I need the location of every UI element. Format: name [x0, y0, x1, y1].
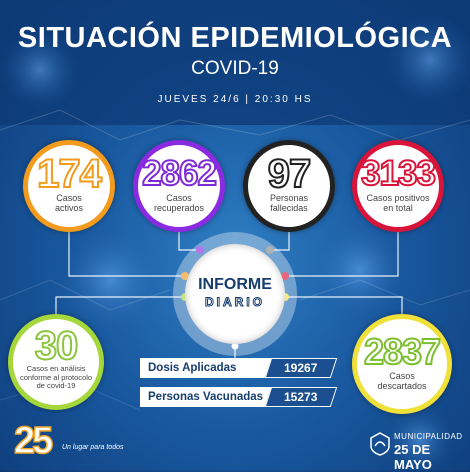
stat-label: recuperados: [153, 203, 205, 213]
stat-value: 97: [267, 152, 313, 196]
stat-label: descartados: [377, 381, 427, 391]
stat-value: 30: [34, 324, 80, 368]
doses-applied-value: 19267: [284, 361, 318, 375]
daily-report-hub: INFORME DIARIO: [185, 244, 285, 344]
hub-subtitle: DIARIO: [205, 295, 265, 310]
stat-label: conforme al protocolo: [19, 372, 93, 382]
stat-value: 3133: [360, 154, 437, 194]
stat-label: fallecidas: [270, 203, 308, 213]
slogan: Un lugar para todos: [62, 444, 124, 451]
stat-value: 2837: [363, 331, 442, 372]
stat-total-positive: 3133 Casos positivos en total: [352, 140, 444, 232]
logo-25: 25: [13, 419, 54, 463]
stat-recovered-cases: 2862 Casos recuperados: [133, 140, 225, 232]
stat-label: de covid-19: [36, 381, 76, 390]
stat-label: Casos positivos: [366, 193, 430, 203]
people-vaccinated-value: 15273: [284, 390, 318, 404]
municipality-label: MUNICIPALIDAD: [394, 432, 463, 441]
stat-label: Personas: [269, 193, 309, 203]
connector-lines: [55, 232, 403, 358]
stat-deceased: 97 Personas fallecidas: [243, 140, 335, 232]
people-vaccinated-bar: Personas Vacunadas 15273: [140, 387, 340, 407]
people-vaccinated-label: Personas Vacunadas: [140, 387, 276, 407]
hub-title: INFORME: [198, 276, 272, 293]
doses-applied-label: Dosis Aplicadas: [140, 358, 276, 378]
doses-applied-value-box: 19267: [264, 358, 338, 378]
doses-applied-bar: Dosis Aplicadas 19267: [140, 358, 340, 378]
header-banner: SITUACIÓN EPIDEMIOLÓGICA COVID-19 JUEVES…: [0, 0, 470, 122]
report-date: JUEVES 24/6 | 20:30 HS: [157, 94, 313, 105]
page-subtitle: COVID-19: [191, 58, 279, 79]
stat-label: Casos en análisis: [26, 364, 86, 373]
municipality-name: 25 DE MAYO: [394, 442, 432, 472]
municipality-emblem-icon: [370, 432, 390, 456]
stat-label: en total: [383, 203, 413, 213]
page-title: SITUACIÓN EPIDEMIOLÓGICA: [17, 22, 453, 54]
stat-active-cases: 174 Casos activos: [23, 140, 115, 232]
stat-value: 174: [36, 152, 103, 196]
stat-label: activos: [54, 203, 83, 213]
stat-label: Casos: [389, 371, 415, 381]
stat-label: Casos: [166, 193, 192, 203]
stat-value: 2862: [141, 154, 218, 194]
stat-cases-under-analysis: 30 Casos en análisis conforme al protoco…: [8, 314, 104, 410]
stat-label: Casos: [56, 193, 82, 203]
stat-discarded-cases: 2837 Casos descartados: [352, 314, 452, 414]
people-vaccinated-value-box: 15273: [264, 387, 338, 407]
